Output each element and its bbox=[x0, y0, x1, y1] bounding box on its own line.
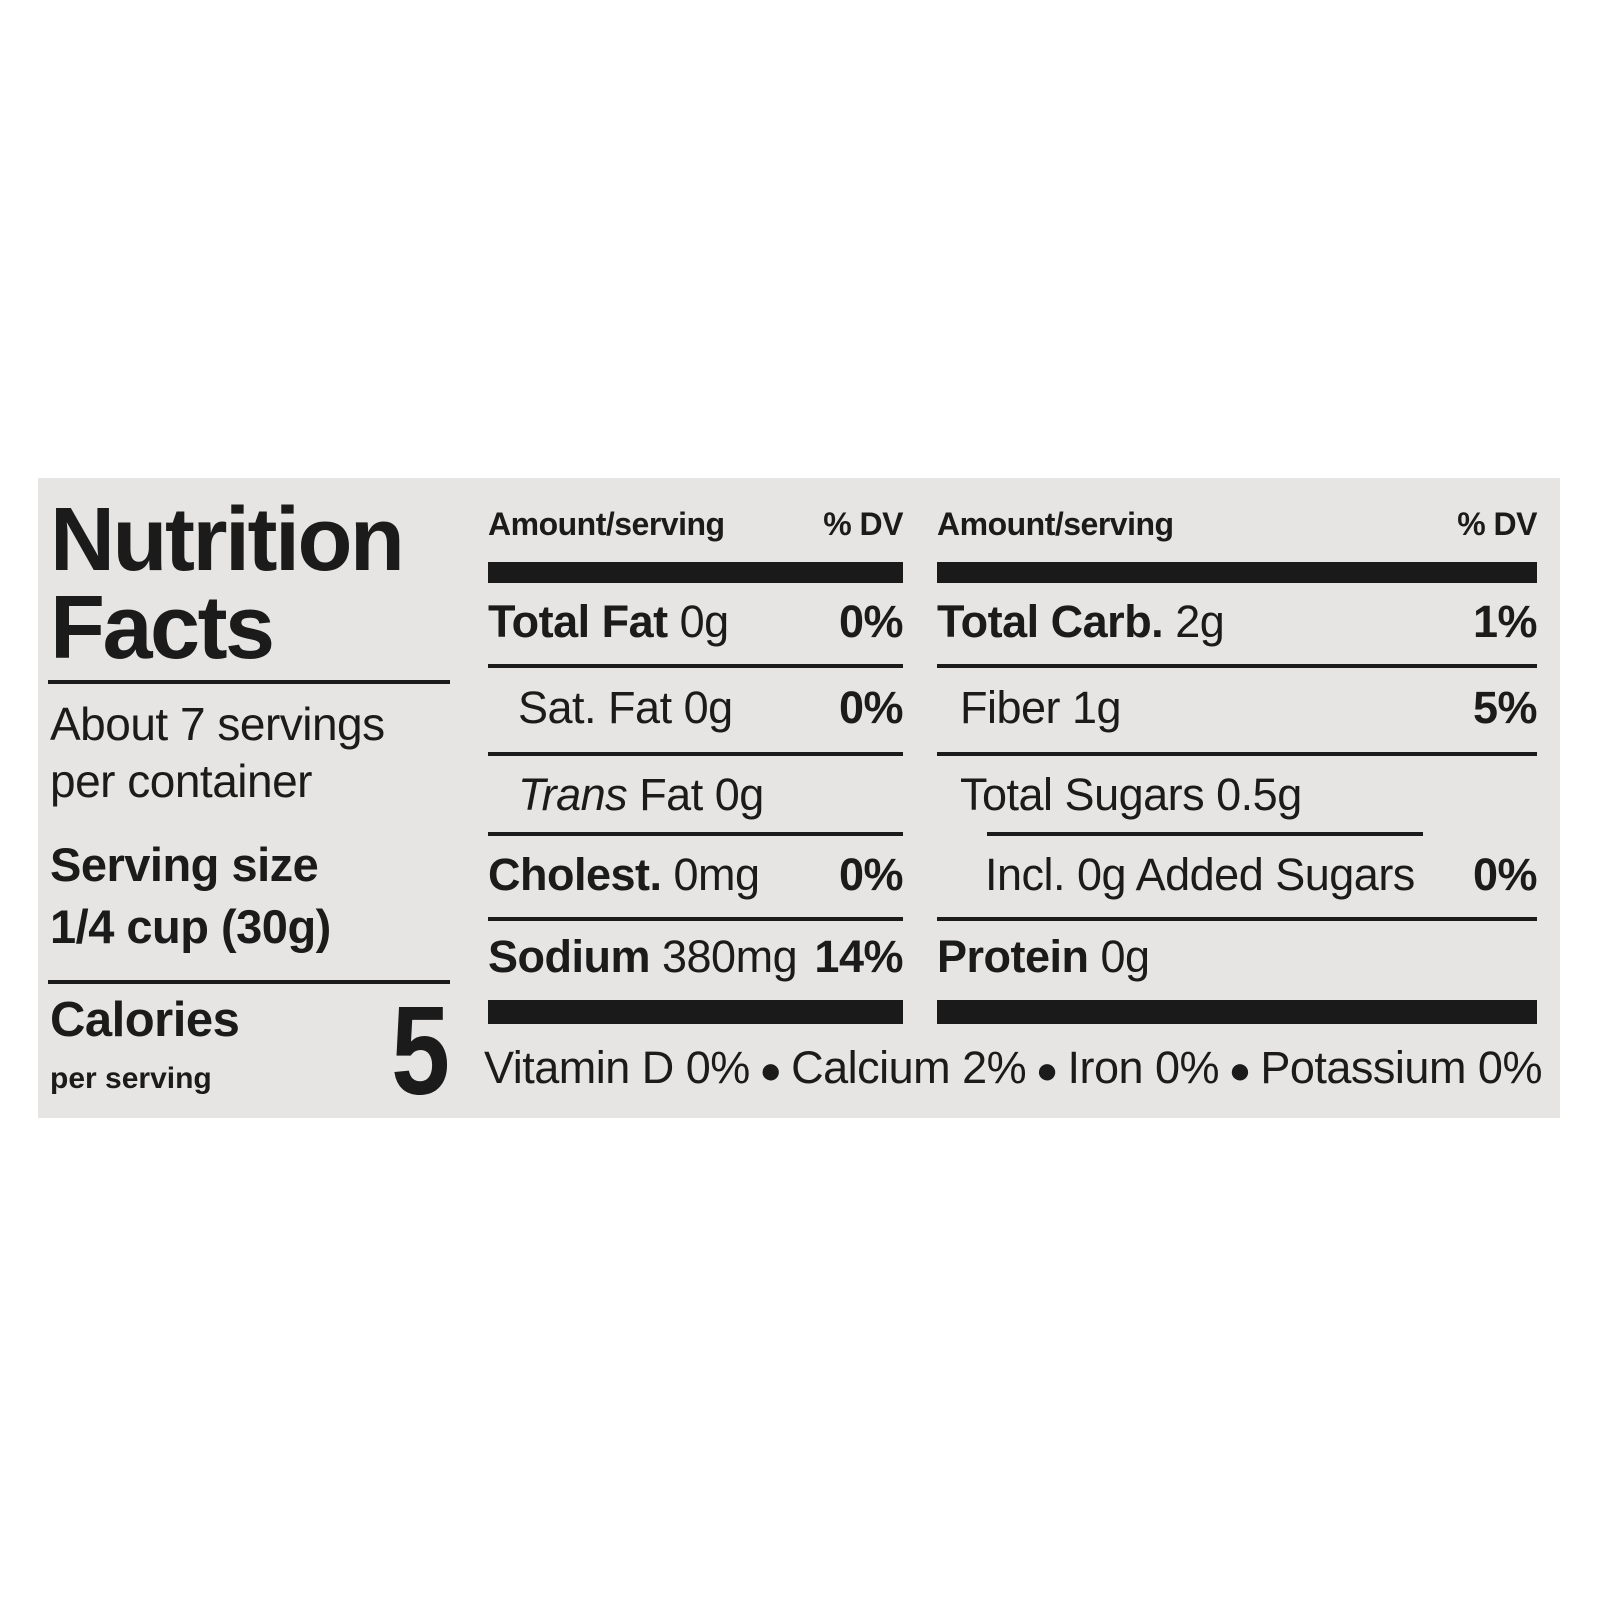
nutrient-label: Cholest. 0mg bbox=[488, 849, 760, 900]
micronutrient-item-vitamin-d: Vitamin D 0% bbox=[484, 1042, 750, 1093]
column-header: Amount/serving % DV bbox=[488, 506, 903, 543]
nutrient-row-cholesterol: Cholest. 0mg 0% bbox=[488, 849, 904, 901]
row-divider bbox=[937, 664, 1537, 668]
nutrient-dv-value: 0% bbox=[838, 849, 904, 900]
calories-subtext: per serving bbox=[50, 1062, 212, 1095]
nutrient-label: Total Carb. 2g bbox=[937, 596, 1225, 647]
header-separator-bar bbox=[488, 562, 903, 583]
nutrient-row-added-sugars: Incl. 0g Added Sugars 0% bbox=[937, 849, 1538, 901]
nutrient-dv-value: 1% bbox=[1472, 596, 1538, 647]
calories-label: Calories bbox=[50, 993, 240, 1047]
micronutrient-item-iron: Iron 0% bbox=[1067, 1042, 1220, 1093]
nutrient-row-trans-fat: Trans Fat 0g bbox=[488, 769, 903, 821]
nutrient-dv-value: 0% bbox=[838, 596, 904, 647]
column-header: Amount/serving % DV bbox=[937, 506, 1537, 543]
percent-dv-header: % DV bbox=[823, 506, 903, 542]
servings-line-1: About 7 servings bbox=[50, 698, 385, 750]
nutrient-row-total-fat: Total Fat 0g 0% bbox=[488, 596, 904, 648]
nutrient-label: Sodium 380mg bbox=[488, 931, 798, 982]
servings-line-2: per container bbox=[50, 755, 312, 807]
percent-dv-header: % DV bbox=[1457, 506, 1537, 542]
amount-serving-header: Amount/serving bbox=[937, 506, 1174, 542]
nutrient-dv-value: 0% bbox=[838, 682, 904, 733]
nutrient-label: Protein 0g bbox=[937, 931, 1150, 982]
nutrient-dv-value: 0% bbox=[1472, 849, 1538, 900]
nutrient-label: Trans Fat 0g bbox=[518, 769, 764, 820]
serving-size-value: 1/4 cup (30g) bbox=[50, 900, 331, 953]
bullet-separator: ● bbox=[759, 1050, 782, 1092]
row-divider bbox=[488, 832, 903, 836]
label-title-line-1: Nutrition bbox=[50, 490, 405, 590]
title-divider-rule bbox=[48, 680, 450, 684]
nutrient-row-protein: Protein 0g bbox=[937, 931, 1537, 983]
label-title-line-2: Facts bbox=[50, 578, 275, 678]
serving-size-label: Serving size bbox=[50, 838, 319, 891]
footer-separator-bar bbox=[937, 1000, 1537, 1024]
nutrient-row-sat-fat: Sat. Fat 0g 0% bbox=[488, 682, 904, 734]
row-divider bbox=[937, 917, 1537, 921]
amount-serving-header: Amount/serving bbox=[488, 506, 725, 542]
nutrient-row-sodium: Sodium 380mg 14% bbox=[488, 931, 903, 983]
nutrient-label: Total Sugars 0.5g bbox=[960, 769, 1302, 820]
nutrient-row-fiber: Fiber 1g 5% bbox=[937, 682, 1538, 734]
nutrient-label: Fiber 1g bbox=[960, 682, 1122, 733]
footer-separator-bar bbox=[488, 1000, 903, 1024]
bullet-separator: ● bbox=[1228, 1050, 1251, 1092]
row-divider bbox=[937, 752, 1537, 756]
label-title: Nutrition Facts bbox=[50, 490, 480, 678]
bullet-separator: ● bbox=[1035, 1050, 1059, 1092]
servings-per-container: About 7 servings per container bbox=[50, 696, 385, 810]
nutrient-dv-value: 5% bbox=[1472, 682, 1538, 733]
nutrient-column-right: Amount/serving % DV Total Carb. 2g 1% Fi… bbox=[937, 478, 1538, 1118]
row-divider bbox=[987, 832, 1423, 836]
nutrition-facts-label: Nutrition Facts About 7 servings per con… bbox=[38, 478, 1560, 1118]
calories-value: 5 bbox=[391, 980, 450, 1121]
nutrient-row-total-sugars: Total Sugars 0.5g bbox=[937, 769, 1537, 821]
micronutrients-row: Vitamin D 0% ● Calcium 2% ● Iron 0% ● Po… bbox=[484, 1042, 1542, 1094]
header-separator-bar bbox=[937, 562, 1537, 583]
nutrient-label: Sat. Fat 0g bbox=[518, 682, 733, 733]
serving-size: Serving size 1/4 cup (30g) bbox=[50, 834, 331, 958]
calories-divider-rule bbox=[48, 980, 450, 984]
row-divider bbox=[488, 752, 903, 756]
row-divider bbox=[488, 664, 903, 668]
nutrient-row-total-carb: Total Carb. 2g 1% bbox=[937, 596, 1538, 648]
micronutrient-item-calcium: Calcium 2% bbox=[791, 1042, 1027, 1093]
row-divider bbox=[488, 917, 903, 921]
nutrient-label: Incl. 0g Added Sugars bbox=[985, 849, 1415, 900]
nutrient-label: Total Fat 0g bbox=[488, 596, 729, 647]
nutrient-column-left: Amount/serving % DV Total Fat 0g 0% Sat.… bbox=[488, 478, 904, 1118]
micronutrient-item-potassium: Potassium 0% bbox=[1260, 1042, 1542, 1093]
nutrient-dv-value: 14% bbox=[814, 931, 903, 982]
